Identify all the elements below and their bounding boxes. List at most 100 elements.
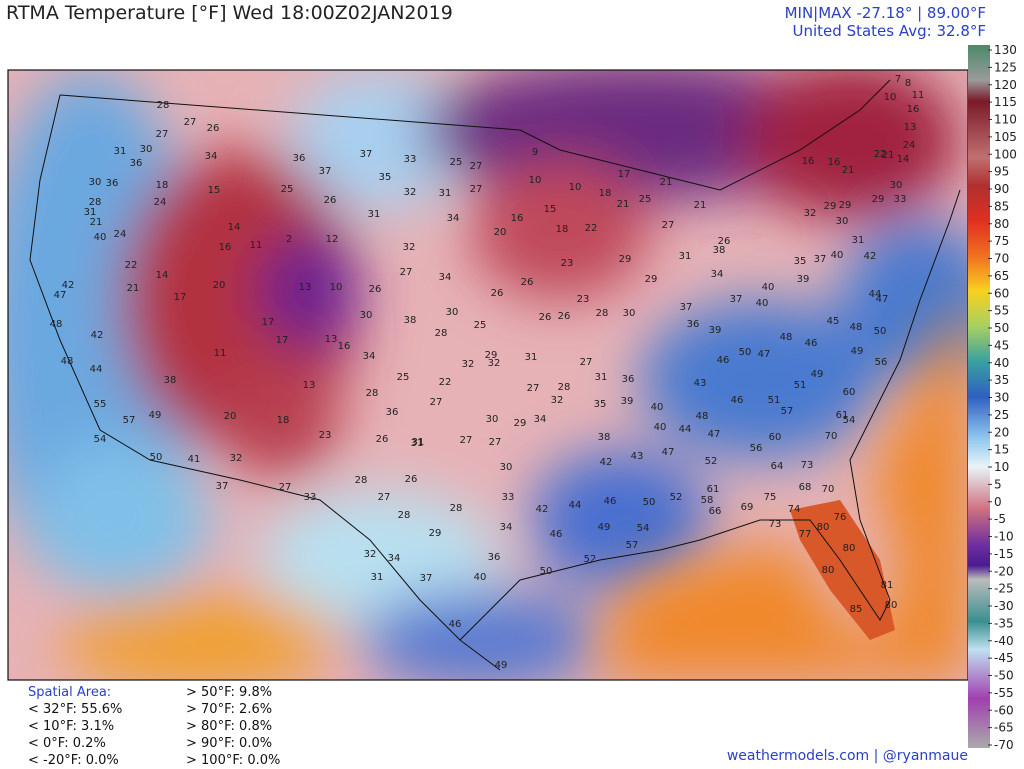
station-temperature: 28	[596, 308, 609, 319]
station-temperature: 56	[875, 357, 888, 368]
station-temperature: 35	[794, 256, 807, 267]
station-temperature: 18	[556, 224, 569, 235]
spatial-area-item: < 32°F: 55.6%	[28, 702, 123, 717]
station-temperature: 47	[54, 290, 67, 301]
station-temperature: 32	[364, 549, 377, 560]
spatial-area-title: Spatial Area:	[28, 685, 112, 700]
station-temperature: 14	[897, 154, 910, 165]
station-temperature: 15	[544, 204, 557, 215]
station-temperature: 42	[536, 504, 549, 515]
station-temperature: 18	[599, 188, 612, 199]
station-temperature: 32	[404, 187, 417, 198]
station-temperature: 17	[174, 292, 187, 303]
station-temperature: 31	[679, 251, 692, 262]
station-temperature: 26	[324, 195, 337, 206]
station-temperature: 40	[654, 422, 667, 433]
station-temperature: 36	[130, 158, 143, 169]
station-temperature: 32	[488, 358, 501, 369]
station-temperature: 36	[386, 407, 399, 418]
colorbar-label: -45	[994, 651, 1014, 665]
temperature-field	[8, 70, 968, 680]
station-temperature: 57	[123, 415, 136, 426]
station-temperature: 29	[824, 201, 837, 212]
station-temperature: 27	[580, 357, 593, 368]
station-temperature: 60	[769, 432, 782, 443]
station-temperature: 27	[470, 184, 483, 195]
station-temperature: 34	[534, 414, 547, 425]
station-temperature: 26	[405, 474, 418, 485]
colorbar-label: 50	[994, 321, 1009, 335]
station-temperature: 31	[368, 209, 381, 220]
station-temperature: 31	[412, 437, 425, 448]
station-temperature: 31	[114, 146, 127, 157]
station-temperature: 39	[709, 325, 722, 336]
station-temperature: 66	[709, 506, 722, 517]
station-temperature: 28	[355, 475, 368, 486]
station-temperature: 28	[157, 100, 170, 111]
station-temperature: 27	[378, 492, 391, 503]
station-temperature: 33	[894, 194, 907, 205]
spatial-area-item: < 0°F: 0.2%	[28, 736, 106, 751]
colorbar-label: 0	[994, 495, 1002, 509]
station-temperature: 49	[598, 522, 611, 533]
station-temperature: 34	[388, 553, 401, 564]
colorbar-label: -20	[994, 564, 1014, 578]
station-temperature: 55	[94, 399, 107, 410]
station-temperature: 44	[90, 364, 103, 375]
station-temperature: 35	[379, 172, 392, 183]
colorbar-label: 25	[994, 408, 1009, 422]
station-temperature: 68	[799, 482, 812, 493]
colorbar-label: 115	[994, 95, 1017, 109]
station-temperature: 37	[730, 294, 743, 305]
average: United States Avg: 32.8°F	[792, 22, 986, 40]
station-temperature: 27	[184, 117, 197, 128]
station-temperature: 31	[411, 438, 424, 449]
station-temperature: 26	[558, 311, 571, 322]
station-temperature: 26	[369, 284, 382, 295]
station-temperature: 10	[884, 92, 897, 103]
station-temperature: 24	[903, 140, 916, 151]
station-temperature: 47	[708, 429, 721, 440]
station-temperature: 33	[404, 154, 417, 165]
station-temperature: 27	[430, 397, 443, 408]
station-temperature: 50	[874, 326, 887, 337]
stats: MIN|MAX -27.18° | 89.00°F United States …	[785, 4, 986, 40]
station-temperature: 30	[836, 216, 849, 227]
station-temperature: 42	[91, 330, 104, 341]
station-temperature: 51	[794, 380, 807, 391]
station-temperature: 31	[852, 235, 865, 246]
spatial-area-item: > 50°F: 9.8%	[186, 685, 273, 700]
colorbar-label: -25	[994, 582, 1014, 596]
station-temperature: 31	[439, 188, 452, 199]
station-temperature: 22	[439, 377, 452, 388]
station-temperature: 25	[450, 157, 463, 168]
station-temperature: 46	[550, 529, 563, 540]
station-temperature: 48	[780, 332, 793, 343]
station-temperature: 32	[403, 242, 416, 253]
colorbar-label: -30	[994, 599, 1014, 613]
colorbar-label: -15	[994, 547, 1014, 561]
station-temperature: 32	[462, 359, 475, 370]
station-temperature: 45	[827, 316, 840, 327]
station-temperature: 76	[834, 512, 847, 523]
station-temperature: 30	[890, 180, 903, 191]
station-temperature: 80	[822, 565, 835, 576]
station-temperature: 30	[486, 414, 499, 425]
station-temperature: 54	[637, 523, 650, 534]
colorbar-label: 15	[994, 443, 1009, 457]
spatial-area-right: > 50°F: 9.8% > 70°F: 2.6% > 80°F: 0.8% > 90…	[186, 684, 280, 769]
colorbar-label: -60	[994, 703, 1014, 717]
spatial-area-item: < 10°F: 3.1%	[28, 719, 115, 734]
station-temperature: 40	[756, 298, 769, 309]
spatial-area-item: > 70°F: 2.6%	[186, 702, 273, 717]
station-temperature: 30	[360, 310, 373, 321]
credit: weathermodels.com | @ryanmaue	[726, 748, 968, 764]
colorbar-label: 20	[994, 425, 1009, 439]
colorbar-label: 90	[994, 182, 1009, 196]
station-temperature: 41	[188, 454, 201, 465]
station-temperature: 33	[304, 492, 317, 503]
station-temperature: 21	[842, 165, 855, 176]
colorbar-label: 65	[994, 269, 1009, 283]
